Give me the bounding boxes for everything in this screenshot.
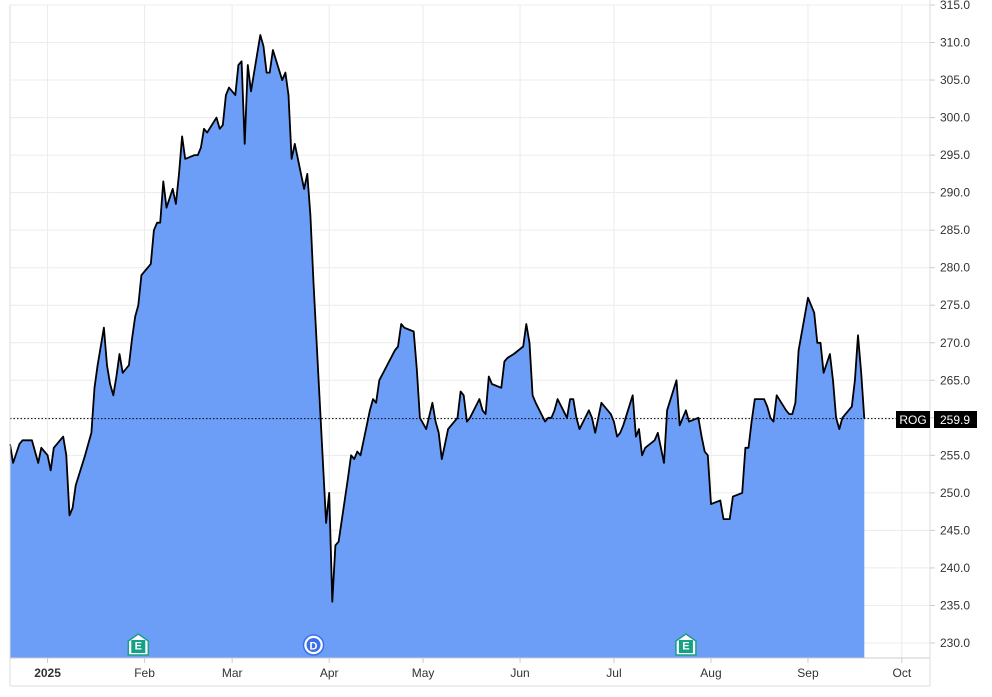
- last-value-label-box: [934, 411, 977, 428]
- symbol-label-box: [896, 411, 930, 428]
- event-marker-label: E: [682, 641, 689, 653]
- y-tick-label: 240.0: [940, 561, 970, 575]
- x-tick-label: Jun: [510, 666, 529, 680]
- x-tick-label: Apr: [320, 666, 339, 680]
- y-axis: 230.0235.0240.0245.0250.0255.0260.0265.0…: [930, 0, 970, 650]
- x-tick-label: Aug: [700, 666, 721, 680]
- y-tick-label: 255.0: [940, 448, 970, 462]
- y-tick-label: 290.0: [940, 186, 970, 200]
- y-tick-label: 305.0: [940, 73, 970, 87]
- y-tick-label: 280.0: [940, 261, 970, 275]
- x-axis: 2025 Feb Mar Apr May Jun Jul Aug Sep Oct: [34, 658, 912, 680]
- y-tick-label: 285.0: [940, 223, 970, 237]
- y-tick-label: 230.0: [940, 636, 970, 650]
- x-tick-label: Mar: [222, 666, 243, 680]
- earnings-marker-icon[interactable]: E: [127, 633, 150, 656]
- y-tick-label: 275.0: [940, 298, 970, 312]
- y-tick-label: 295.0: [940, 148, 970, 162]
- earnings-marker-icon[interactable]: E: [675, 633, 697, 656]
- y-tick-label: 300.0: [940, 111, 970, 125]
- x-tick-label: Feb: [134, 666, 155, 680]
- x-tick-label: 2025: [34, 666, 61, 680]
- y-tick-label: 245.0: [940, 523, 970, 537]
- y-tick-label: 315.0: [940, 0, 970, 12]
- event-marker-label: D: [310, 641, 318, 653]
- x-tick-label: Sep: [797, 666, 819, 680]
- symbol-label: ROG: [899, 413, 926, 427]
- dividend-marker-icon[interactable]: D: [302, 634, 325, 656]
- last-value-label: 259.9: [940, 413, 970, 427]
- y-tick-label: 235.0: [940, 598, 970, 612]
- y-tick-label: 250.0: [940, 486, 970, 500]
- y-tick-label: 310.0: [940, 36, 970, 50]
- x-tick-label: Jul: [606, 666, 621, 680]
- price-line: [9, 34, 866, 603]
- event-marker-label: E: [135, 641, 142, 653]
- y-tick-label: 265.0: [940, 373, 970, 387]
- last-price-labels: ROG 259.9: [896, 411, 977, 428]
- x-tick-label: May: [412, 666, 435, 680]
- x-tick-label: Oct: [893, 666, 912, 680]
- y-tick-label: 270.0: [940, 336, 970, 350]
- price-area-fill: [10, 35, 865, 658]
